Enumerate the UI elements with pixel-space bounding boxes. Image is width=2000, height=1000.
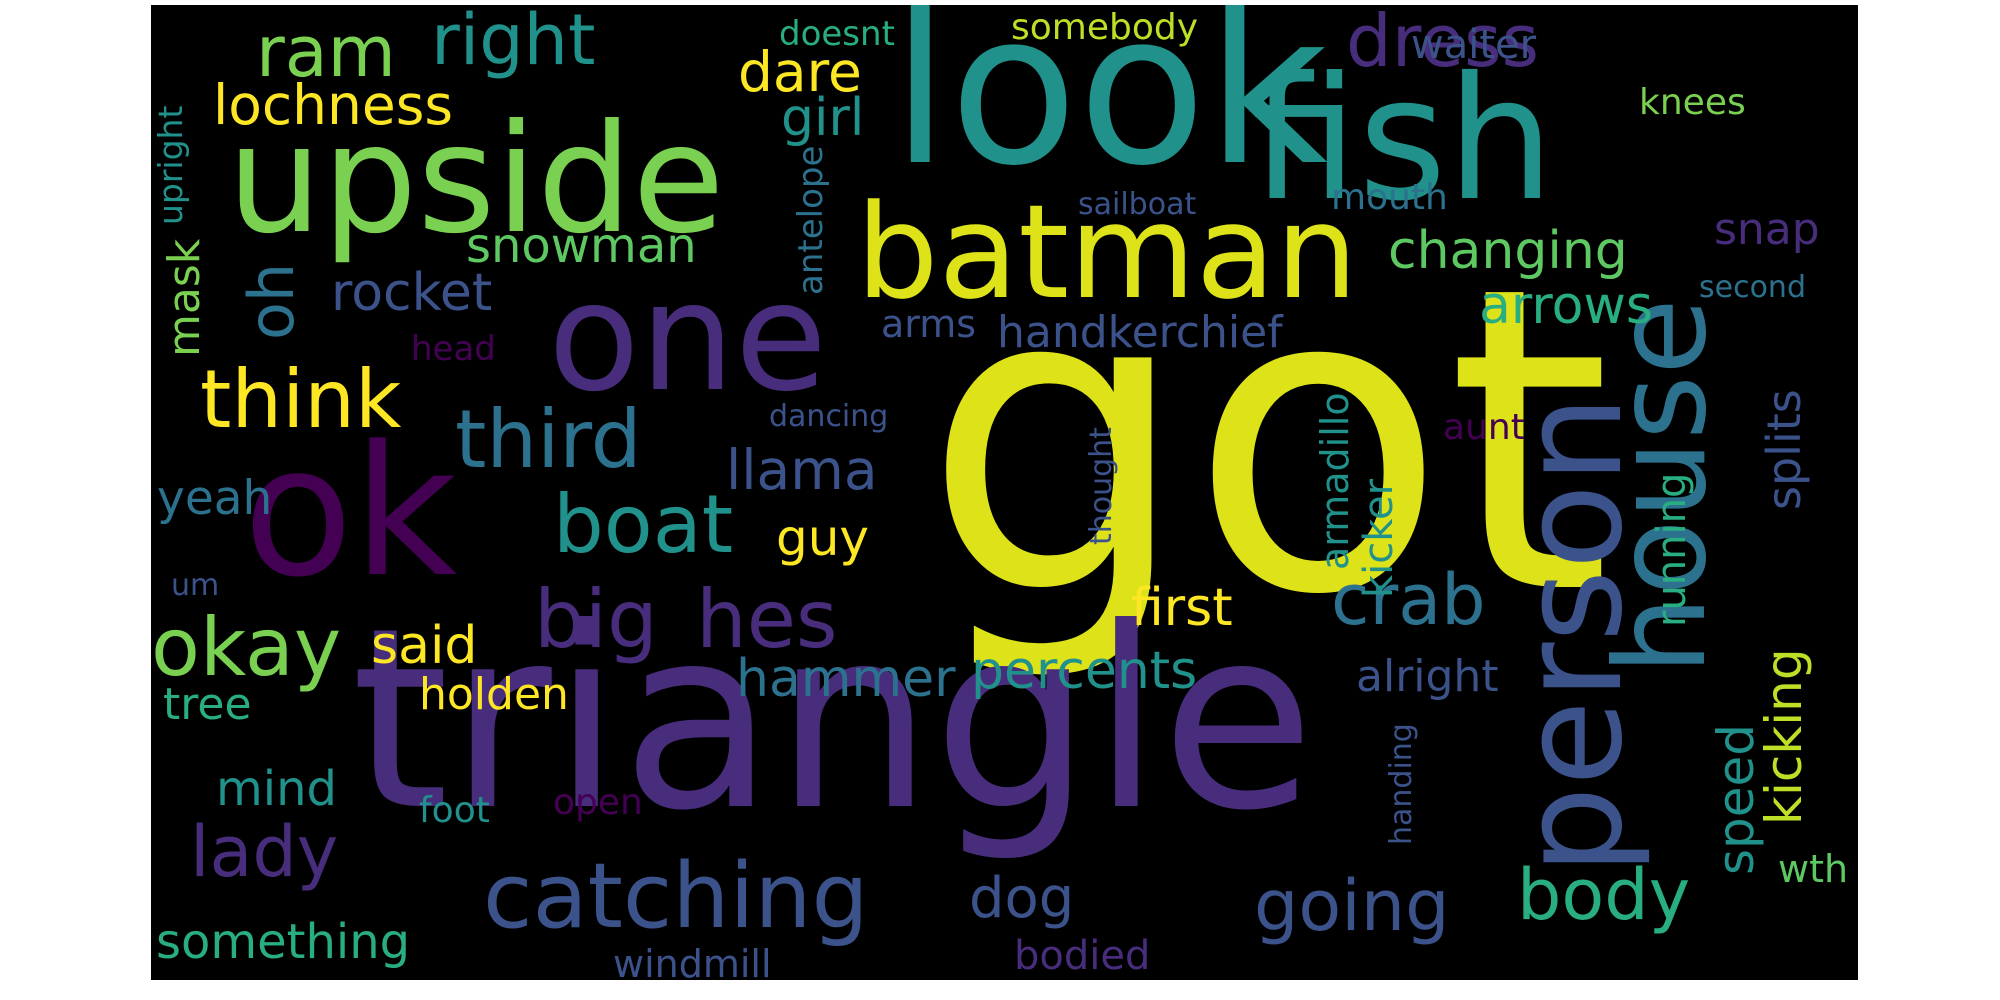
word-kicking: kicking — [1755, 648, 1813, 825]
word-dancing: dancing — [769, 399, 889, 434]
word-body: body — [1517, 854, 1691, 936]
word-speed: speed — [1707, 723, 1765, 875]
word-percents: percents — [971, 641, 1198, 701]
word-big: big — [534, 573, 658, 666]
word-thought: thought — [1084, 427, 1119, 545]
word-um: um — [171, 568, 220, 603]
word-windmill: windmill — [613, 942, 772, 980]
word-catching: catching — [483, 844, 869, 949]
word-snowman: snowman — [466, 218, 697, 274]
word-right: right — [431, 5, 596, 81]
word-somebody: somebody — [1011, 7, 1199, 48]
word-third: third — [455, 393, 642, 486]
word-one: one — [548, 251, 828, 425]
word-first: first — [1131, 578, 1233, 638]
word-something: something — [156, 914, 411, 970]
word-hammer: hammer — [736, 649, 956, 709]
word-waiter: waiter — [1411, 22, 1537, 68]
word-ram: ram — [256, 11, 396, 93]
word-dare: dare — [738, 40, 862, 104]
word-batman: batman — [856, 176, 1358, 328]
word-holden: holden — [419, 669, 569, 720]
word-llama: llama — [726, 438, 878, 502]
word-dog: dog — [969, 866, 1075, 931]
word-upside: upside — [227, 93, 725, 267]
word-boat: boat — [553, 478, 734, 571]
word-got: got — [923, 198, 1612, 687]
word-alright: alright — [1356, 651, 1499, 702]
word-wth: wth — [1778, 847, 1849, 891]
word-going: going — [1254, 865, 1450, 947]
word-changing: changing — [1388, 221, 1628, 281]
word-knees: knees — [1639, 82, 1746, 123]
word-oh: oh — [235, 262, 308, 340]
word-dress: dress — [1346, 5, 1540, 83]
word-foot: foot — [419, 790, 490, 831]
word-upright: upright — [151, 105, 190, 225]
word-bodied: bodied — [1014, 933, 1151, 979]
word-mask: mask — [159, 238, 210, 357]
word-arms: arms — [881, 302, 977, 346]
word-lady: lady — [190, 811, 339, 893]
word-lochness: lochness — [213, 73, 454, 137]
word-fish: fish — [1251, 41, 1555, 239]
word-sailboat: sailboat — [1078, 187, 1197, 222]
word-said: said — [371, 616, 478, 676]
word-okay: okay — [151, 601, 342, 694]
word-crab: crab — [1331, 559, 1486, 641]
word-doesnt: doesnt — [779, 14, 895, 54]
word-kicker: kicker — [1356, 478, 1402, 598]
word-look: look — [891, 5, 1328, 212]
word-aunt: aunt — [1443, 407, 1525, 448]
word-girl: girl — [781, 88, 865, 148]
word-antelope: antelope — [791, 145, 831, 295]
word-second: second — [1699, 270, 1806, 305]
word-head: head — [411, 329, 496, 369]
word-armadillo: armadillo — [1313, 392, 1357, 570]
word-triangle: triangle — [351, 574, 1315, 865]
word-splits: splits — [1757, 389, 1811, 510]
word-mind: mind — [216, 761, 337, 817]
word-hes: hes — [696, 573, 838, 666]
word-mouth: mouth — [1331, 177, 1448, 218]
word-tree: tree — [163, 679, 252, 730]
word-arrows: arrows — [1479, 276, 1654, 336]
word-open: open — [553, 782, 643, 823]
word-yeah: yeah — [157, 471, 273, 526]
word-snap: snap — [1714, 204, 1820, 255]
word-cloud: got triangle look fish upside one ok bat… — [151, 5, 1858, 980]
word-think: think — [200, 353, 402, 446]
word-ok: ok — [243, 408, 458, 617]
word-guy: guy — [776, 509, 870, 567]
word-handkerchief: handkerchief — [997, 307, 1283, 358]
word-running: running — [1649, 472, 1695, 627]
word-handing: handing — [1384, 723, 1419, 845]
word-rocket: rocket — [331, 263, 493, 323]
